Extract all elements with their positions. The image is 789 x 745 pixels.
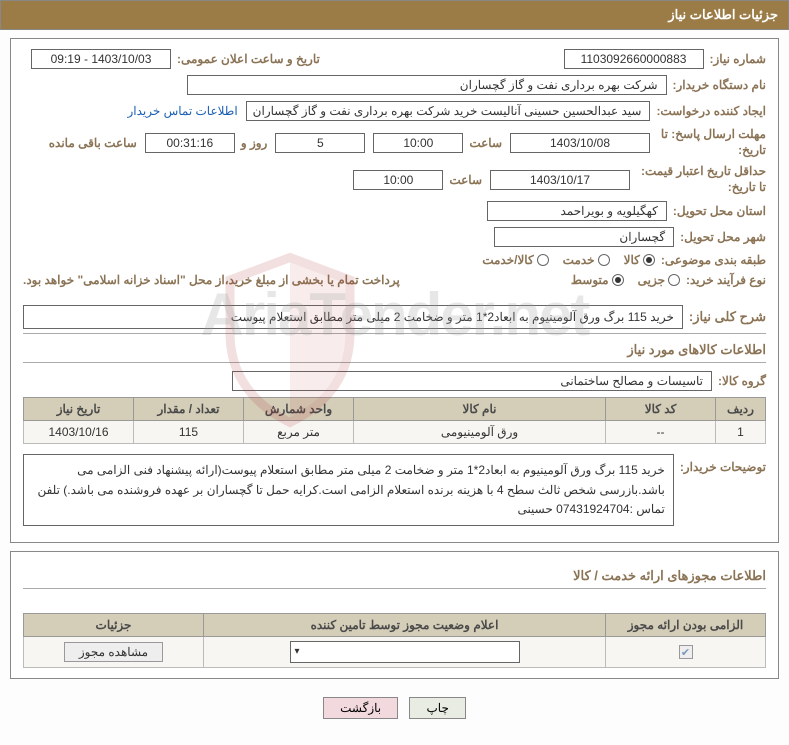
- radio-medium[interactable]: [612, 274, 624, 286]
- overall-desc: خرید 115 برگ ورق آلومینیوم به ابعاد2*1 م…: [23, 305, 683, 329]
- main-info-panel: شماره نیاز: 1103092660000883 تاریخ و ساع…: [10, 38, 779, 543]
- table-row: 1 -- ورق آلومینیومی متر مربع 115 1403/10…: [24, 421, 766, 444]
- goods-table: ردیف کد کالا نام کالا واحد شمارش تعداد /…: [23, 397, 766, 444]
- cell-code: --: [606, 421, 716, 444]
- requester-value: سید عبدالحسین حسینی آنالیست خرید شرکت به…: [246, 101, 651, 121]
- reply-deadline-label: مهلت ارسال پاسخ: تا تاریخ:: [656, 127, 766, 158]
- days-value: 5: [275, 133, 365, 153]
- permit-required-cell: [606, 636, 766, 667]
- th-qty: تعداد / مقدار: [134, 398, 244, 421]
- permit-status-cell: ▾: [204, 636, 606, 667]
- announce-value: 1403/10/03 - 09:19: [31, 49, 171, 69]
- contact-buyer-link[interactable]: اطلاعات تماس خریدار: [127, 104, 237, 118]
- th-name: نام کالا: [354, 398, 606, 421]
- permit-status-select[interactable]: ▾: [290, 641, 520, 663]
- buyer-desc-label: توضیحات خریدار:: [680, 460, 766, 474]
- th-status: اعلام وضعیت مجوز توسط تامین کننده: [204, 613, 606, 636]
- permit-row: ▾ مشاهده مجوز: [24, 636, 766, 667]
- permit-panel: اطلاعات مجوزهای ارائه خدمت / کالا الزامی…: [10, 551, 779, 679]
- radio-service[interactable]: [598, 254, 610, 266]
- need-no-label: شماره نیاز:: [710, 52, 766, 66]
- back-button[interactable]: بازگشت: [323, 697, 398, 719]
- print-button[interactable]: چاپ: [409, 697, 465, 719]
- class-label: طبقه بندی موضوعی:: [661, 253, 766, 267]
- reply-time-label: ساعت: [469, 136, 502, 150]
- valid-time-label: ساعت: [449, 173, 482, 187]
- remain-label: ساعت باقی مانده: [49, 136, 137, 150]
- valid-date-value: 1403/10/17: [490, 170, 630, 190]
- payment-note: پرداخت تمام یا بخشی از مبلغ خرید،از محل …: [23, 273, 400, 287]
- buyer-desc: خرید 115 برگ ورق آلومینیوم به ابعاد2*1 م…: [23, 454, 674, 526]
- cell-idx: 1: [716, 421, 766, 444]
- reply-date-value: 1403/10/08: [510, 133, 650, 153]
- need-no-value: 1103092660000883: [564, 49, 704, 69]
- buyer-org-label: نام دستگاه خریدار:: [673, 78, 767, 92]
- announce-label: تاریخ و ساعت اعلان عمومی:: [177, 52, 320, 66]
- page-title: جزئیات اطلاعات نیاز: [668, 7, 778, 22]
- permit-title: اطلاعات مجوزهای ارائه خدمت / کالا: [23, 568, 766, 589]
- reply-time-value: 10:00: [373, 133, 463, 153]
- th-code: کد کالا: [606, 398, 716, 421]
- city-value: گچساران: [494, 227, 674, 247]
- purchase-type-label: نوع فرآیند خرید:: [686, 273, 766, 287]
- remain-value: 00:31:16: [145, 133, 235, 153]
- radio-small[interactable]: [668, 274, 680, 286]
- days-label: روز و: [241, 136, 268, 150]
- th-details: جزئیات: [24, 613, 204, 636]
- footer-buttons: چاپ بازگشت: [0, 687, 789, 729]
- overall-label: شرح کلی نیاز:: [689, 309, 766, 325]
- group-value: تاسیسات و مصالح ساختمانی: [232, 371, 712, 391]
- valid-time-value: 10:00: [353, 170, 443, 190]
- group-label: گروه کالا:: [718, 374, 766, 388]
- permit-required-checkbox[interactable]: [679, 645, 693, 659]
- buyer-org-value: شرکت بهره برداری نفت و گاز گچساران: [187, 75, 667, 95]
- cell-name: ورق آلومینیومی: [354, 421, 606, 444]
- permit-details-cell: مشاهده مجوز: [24, 636, 204, 667]
- cell-date: 1403/10/16: [24, 421, 134, 444]
- radio-goods[interactable]: [643, 254, 655, 266]
- radio-both[interactable]: [537, 254, 549, 266]
- cell-qty: 115: [134, 421, 244, 444]
- goods-info-title: اطلاعات کالاهای مورد نیاز: [23, 342, 766, 363]
- cell-unit: متر مربع: [244, 421, 354, 444]
- th-row: ردیف: [716, 398, 766, 421]
- valid-min-label: حداقل تاریخ اعتبار قیمت: تا تاریخ:: [636, 164, 766, 195]
- chevron-down-icon: ▾: [295, 646, 300, 657]
- province-value: کهگیلویه و بویراحمد: [487, 201, 667, 221]
- page-title-bar: جزئیات اطلاعات نیاز: [0, 0, 789, 30]
- class-radio-group: کالا خدمت کالا/خدمت: [482, 253, 655, 267]
- city-label: شهر محل تحویل:: [680, 230, 766, 244]
- th-unit: واحد شمارش: [244, 398, 354, 421]
- view-permit-button[interactable]: مشاهده مجوز: [64, 642, 163, 662]
- requester-label: ایجاد کننده درخواست:: [656, 104, 766, 118]
- th-required: الزامی بودن ارائه مجوز: [606, 613, 766, 636]
- province-label: استان محل تحویل:: [673, 204, 766, 218]
- purchase-type-radio-group: جزیی متوسط: [571, 273, 680, 287]
- th-date: تاریخ نیاز: [24, 398, 134, 421]
- permit-table: الزامی بودن ارائه مجوز اعلام وضعیت مجوز …: [23, 613, 766, 668]
